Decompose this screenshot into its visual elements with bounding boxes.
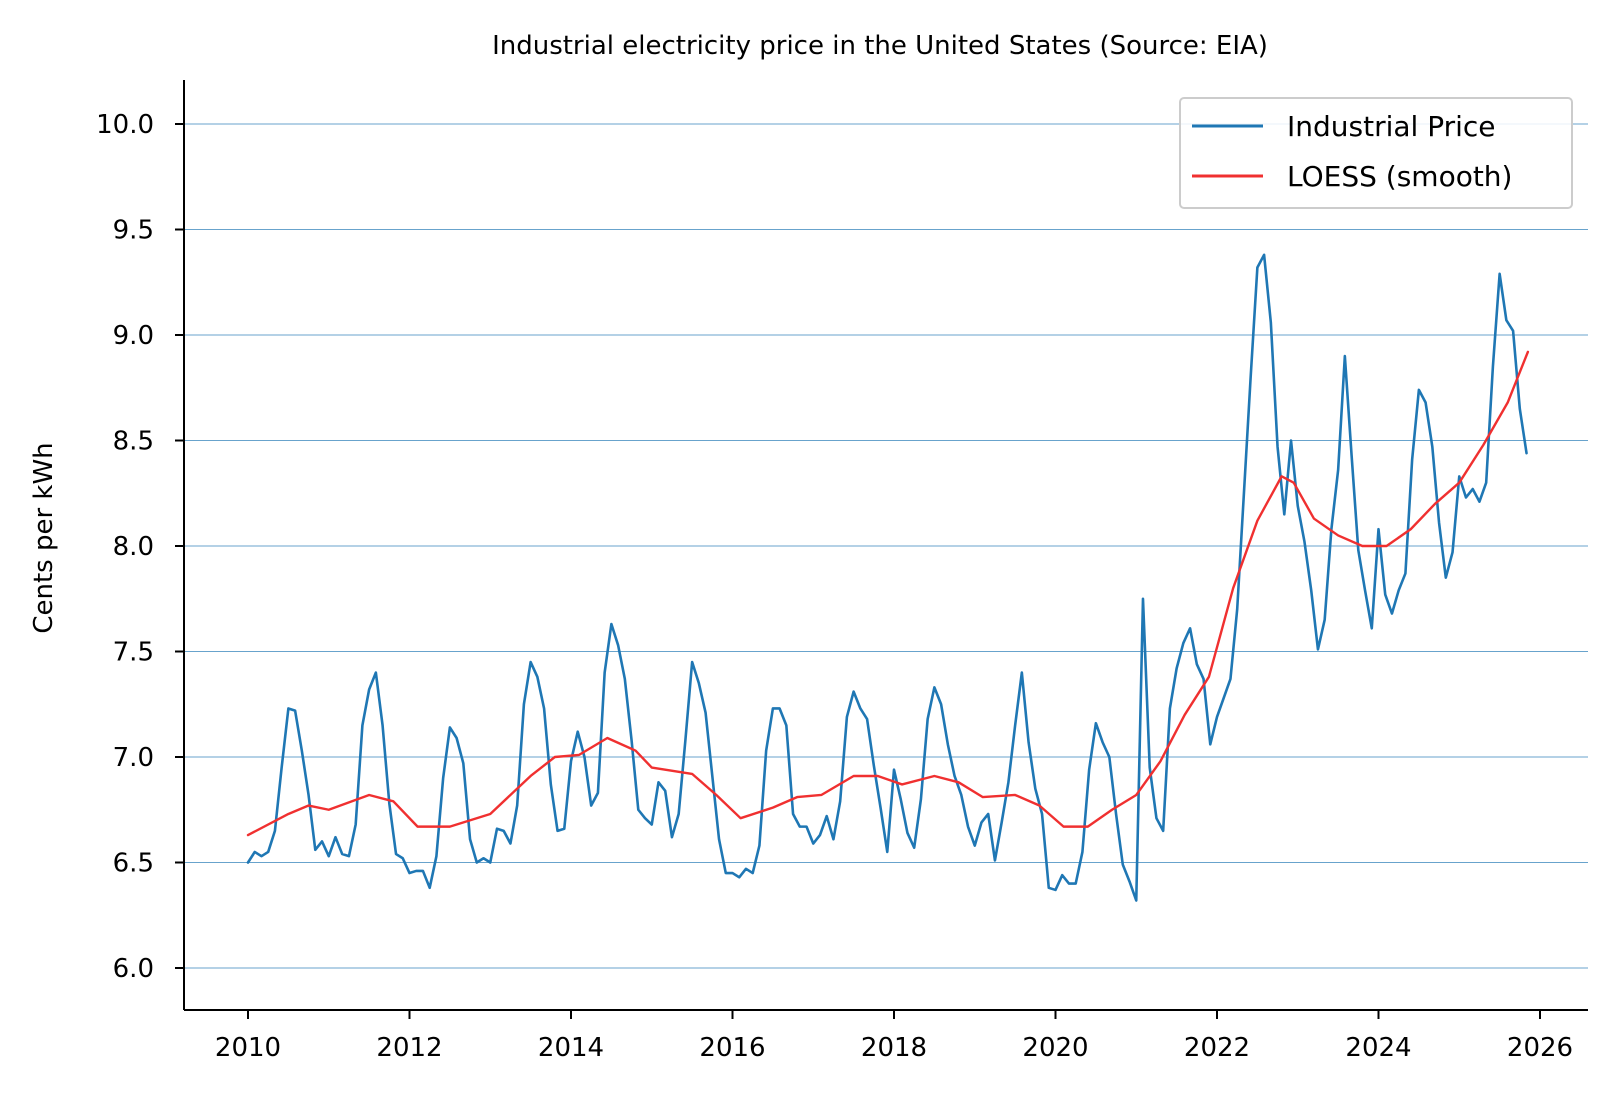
- y-axis-label: Cents per kWh: [29, 442, 59, 633]
- gridlines: [184, 123, 1588, 969]
- x-tick-label: 2024: [1345, 1033, 1411, 1063]
- y-tick-label: 7.5: [113, 638, 154, 668]
- x-tick-label: 2012: [376, 1033, 442, 1063]
- x-tick-label: 2010: [215, 1033, 281, 1063]
- y-tick-label: 8.5: [113, 427, 154, 457]
- x-tick-label: 2020: [1022, 1033, 1088, 1063]
- y-tick-label: 9.0: [113, 321, 154, 351]
- x-tick-label: 2018: [861, 1033, 927, 1063]
- y-ticks: 6.0 6.5 7.0 7.5 8.0 8.5 9.0 9.5 10.0: [96, 110, 184, 984]
- legend-label-loess: LOESS (smooth): [1287, 160, 1512, 193]
- x-ticks: 2010 2012 2014 2016 2018 2020 2022 2024 2026: [215, 1010, 1573, 1063]
- series-line-loess: [246, 350, 1530, 837]
- x-tick-label: 2014: [538, 1033, 604, 1063]
- x-tick-label: 2016: [699, 1033, 765, 1063]
- legend: Industrial Price LOESS (smooth): [1179, 97, 1573, 209]
- legend-frame: [1179, 97, 1573, 209]
- y-tick-label: 7.0: [113, 743, 154, 773]
- y-tick-label: 9.5: [113, 216, 154, 246]
- legend-label-industrial-price: Industrial Price: [1287, 110, 1496, 143]
- y-tick-label: 6.0: [113, 954, 154, 984]
- x-tick-label: 2026: [1507, 1033, 1573, 1063]
- series-line-industrial-price: [246, 253, 1528, 902]
- chart-title: Industrial electricity price in the Unit…: [492, 31, 1268, 61]
- y-tick-label: 8.0: [113, 532, 154, 562]
- y-tick-label: 10.0: [96, 110, 154, 140]
- y-tick-label: 6.5: [113, 849, 154, 879]
- series-layer: [246, 253, 1530, 902]
- x-tick-label: 2022: [1184, 1033, 1250, 1063]
